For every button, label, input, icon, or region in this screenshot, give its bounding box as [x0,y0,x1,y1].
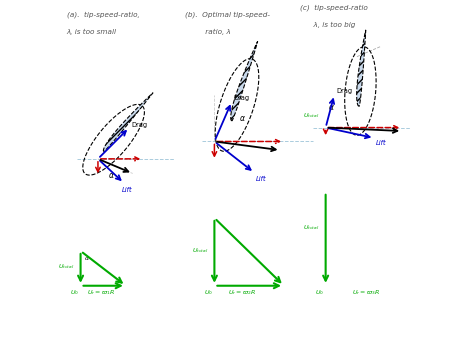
Polygon shape [103,93,153,151]
Text: $\alpha$: $\alpha$ [109,171,115,180]
Text: λ, is too big: λ, is too big [300,22,355,28]
Text: $U_r=\varpi_3 R$: $U_r=\varpi_3 R$ [352,288,380,297]
Text: Lift: Lift [122,187,133,193]
Text: $U_0$: $U_0$ [204,288,213,297]
Polygon shape [231,42,258,121]
Text: Drag: Drag [131,121,147,127]
Text: $U_{total}$: $U_{total}$ [192,246,209,255]
Text: (a).  tip-speed-ratio,: (a). tip-speed-ratio, [67,11,139,18]
Text: λ, is too small: λ, is too small [67,29,117,35]
Polygon shape [356,30,366,106]
Text: $\alpha$: $\alpha$ [84,255,90,262]
Text: ratio, λ: ratio, λ [185,29,231,35]
Text: $U_{total}$: $U_{total}$ [58,262,74,271]
Text: (c)  tip-speed-ratio: (c) tip-speed-ratio [300,4,367,11]
Text: $U_r=\varpi_1 R$: $U_r=\varpi_1 R$ [87,288,116,297]
Text: $U_0$: $U_0$ [70,288,79,297]
Text: $\alpha$: $\alpha$ [328,103,335,112]
Text: Lift: Lift [376,140,387,146]
Text: $\alpha$: $\alpha$ [239,114,246,122]
Text: $U_0$: $U_0$ [315,288,324,297]
Text: Lift: Lift [256,177,267,183]
Text: Drag: Drag [336,88,352,94]
Text: Drag: Drag [234,96,250,102]
Text: $U_{total}$: $U_{total}$ [303,223,319,232]
Text: (b).  Optimal tip-speed-: (b). Optimal tip-speed- [185,11,270,18]
Text: $U_{total}$: $U_{total}$ [303,111,319,120]
Text: $U_r=\varpi_2 R$: $U_r=\varpi_2 R$ [228,288,256,297]
